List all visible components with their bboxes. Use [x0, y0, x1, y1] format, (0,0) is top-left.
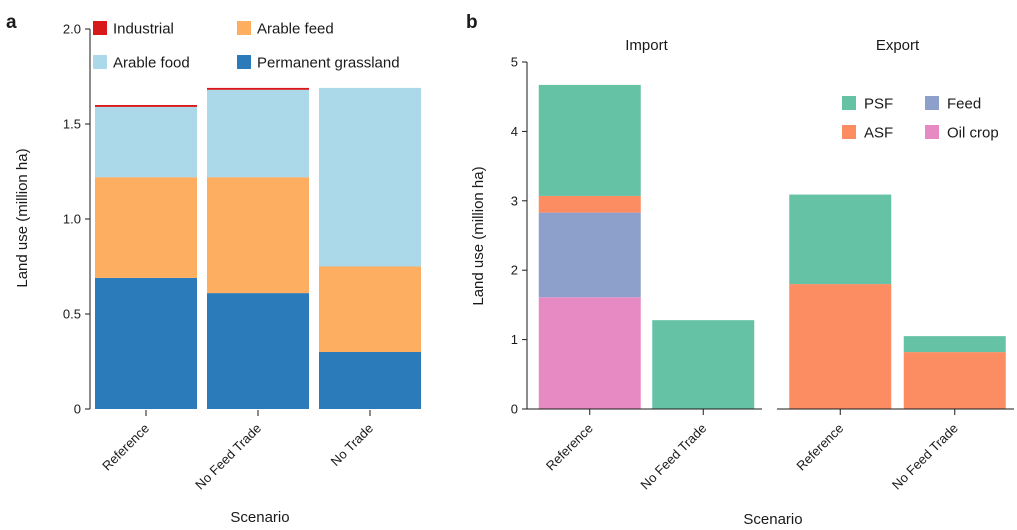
bar-export-asf-reference: [789, 284, 892, 409]
legend-swatch-arable-feed: [237, 21, 251, 35]
bar-import-asf-reference: [538, 195, 641, 213]
legend-label-psf: PSF: [864, 96, 893, 113]
legend-label-industrial: Industrial: [113, 21, 174, 38]
bar-arable-feed-no-feed-trade: [207, 177, 309, 294]
panel-a-letter: a: [6, 12, 17, 33]
panel-a-x-axis-label: Scenario: [230, 509, 289, 526]
bar-export-psf-reference: [789, 194, 892, 285]
panel-b-y-tick-label: 2: [511, 263, 518, 278]
panel-a-x-axis: Reference No Feed Trade No Trade: [99, 410, 376, 492]
bar-arable-feed-no-trade: [319, 266, 421, 352]
bar-permanent-grassland-reference: [95, 277, 197, 409]
panel-a-y-tick-label: 2.0: [63, 22, 81, 37]
panel-b-x-tick-label: Reference: [793, 421, 846, 474]
panel-a-y-tick-label: 0.5: [63, 307, 81, 322]
bar-arable-food-reference: [95, 106, 197, 178]
panel-a-y-tick-label: 1.5: [63, 117, 81, 132]
panel-a-x-tick-label: No Feed Trade: [192, 421, 264, 493]
panel-a-x-tick-label: Reference: [99, 421, 152, 474]
bar-industrial-no-feed-trade: [207, 87, 309, 90]
legend-swatch-permanent-grassland: [237, 55, 251, 69]
panel-b-facet-labels: Import Export: [625, 37, 920, 54]
panel-a-x-tick-label: No Trade: [328, 421, 376, 469]
legend-swatch-arable-food: [93, 55, 107, 69]
legend-label-feed: Feed: [947, 96, 981, 113]
panel-b-y-tick-label: 0: [511, 402, 518, 417]
legend-label-oil-crop: Oil crop: [947, 125, 999, 142]
legend-swatch-psf: [842, 96, 856, 110]
legend-swatch-feed: [925, 96, 939, 110]
panel-b-x-axis-label: Scenario: [743, 511, 802, 528]
bar-arable-food-no-feed-trade: [207, 89, 309, 178]
panel-b-y-tick-label: 1: [511, 332, 518, 347]
bar-import-psf-no-feed-trade: [652, 320, 755, 409]
panel-b-y-axis: 0 1 2 3 4 5: [511, 55, 528, 417]
bar-arable-food-no-trade: [319, 87, 421, 267]
legend-label-permanent-grassland: Permanent grassland: [257, 55, 400, 72]
legend-label-arable-feed: Arable feed: [257, 21, 334, 38]
bar-industrial-reference: [95, 105, 197, 107]
bar-permanent-grassland-no-trade: [319, 352, 421, 409]
legend-swatch-oil-crop: [925, 125, 939, 139]
legend-swatch-industrial: [93, 21, 107, 35]
panel-b-x-tick-label: No Feed Trade: [637, 421, 709, 493]
legend-label-asf: ASF: [864, 125, 893, 142]
legend-swatch-asf: [842, 125, 856, 139]
bar-export-asf-no-feed-trade: [903, 352, 1006, 409]
panel-b-y-tick-label: 4: [511, 124, 518, 139]
panel-a-bars: [95, 87, 421, 409]
panel-b-x-tick-label: Reference: [543, 421, 596, 474]
panel-b-y-tick-label: 5: [511, 55, 518, 70]
bar-import-feed-reference: [538, 212, 641, 298]
bar-import-oil-crop-reference: [538, 297, 641, 409]
facet-label-export: Export: [876, 37, 920, 54]
bar-export-psf-no-feed-trade: [903, 336, 1006, 353]
bar-permanent-grassland-no-feed-trade: [207, 293, 309, 409]
panel-a-y-tick-label: 1.0: [63, 212, 81, 227]
bar-arable-feed-reference: [95, 177, 197, 278]
panel-a-legend: Industrial Arable feed Arable food Permanen…: [93, 21, 400, 72]
panel-a-y-axis: 0 0.5 1.0 1.5 2.0: [63, 22, 91, 417]
bar-import-psf-reference: [538, 84, 641, 196]
panel-a: a 0 0.5 1.0 1.5 2.0 Reference No Feed Trade No…: [6, 12, 421, 526]
panel-b-x-axis: Reference No Feed Trade Reference No Feed T…: [527, 408, 1014, 493]
panel-b-letter: b: [466, 12, 478, 33]
panel-b-bars: [538, 84, 1006, 409]
panel-b-y-tick-label: 3: [511, 193, 518, 208]
panel-b-y-axis-label: Land use (million ha): [470, 166, 487, 305]
panel-b-legend: PSF Feed ASF Oil crop: [842, 96, 999, 142]
panel-b-x-tick-label: No Feed Trade: [889, 421, 961, 493]
facet-label-import: Import: [625, 37, 668, 54]
legend-label-arable-food: Arable food: [113, 55, 190, 72]
panel-a-y-tick-label: 0: [74, 402, 81, 417]
panel-a-y-axis-label: Land use (million ha): [14, 148, 31, 287]
